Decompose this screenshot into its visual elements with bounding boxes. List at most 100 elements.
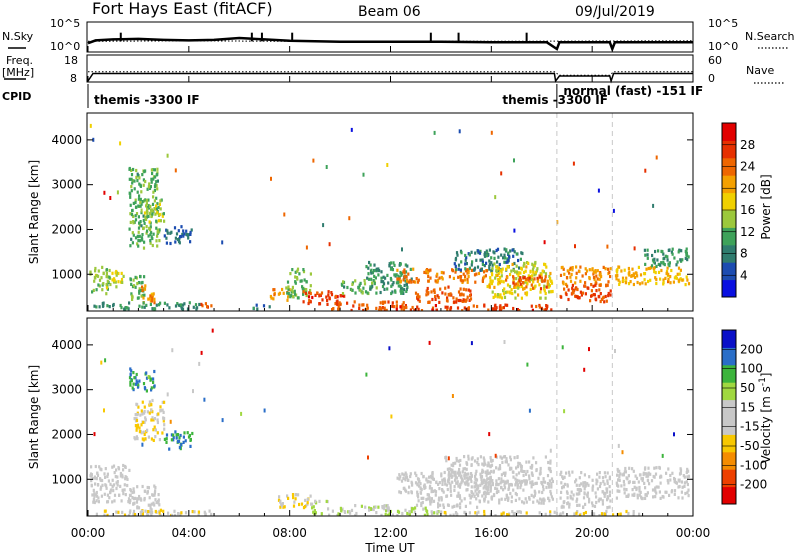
data-cell [458, 129, 461, 134]
data-cell [124, 464, 127, 469]
data-cell [616, 270, 619, 274]
data-cell [128, 376, 132, 380]
search-tick-top: 10^5 [708, 17, 738, 30]
data-cell [582, 505, 585, 509]
data-cell [272, 288, 275, 292]
data-cell [686, 490, 689, 494]
data-cell [498, 309, 502, 311]
beam-label: Beam 06 [358, 4, 421, 20]
data-cell [129, 278, 132, 282]
data-cell [584, 502, 587, 506]
data-cell [508, 483, 511, 487]
data-cell [418, 479, 421, 483]
data-cell [305, 293, 308, 298]
data-cell [143, 489, 146, 493]
data-cell [178, 445, 181, 450]
data-cell [172, 435, 175, 440]
data-cell [606, 506, 609, 510]
data-cell [192, 389, 194, 394]
data-cell [367, 277, 371, 281]
data-cell [671, 471, 674, 475]
data-cell [190, 228, 193, 232]
data-cell [475, 272, 478, 276]
data-cell [650, 479, 654, 483]
data-cell [151, 410, 154, 414]
data-cell [135, 418, 139, 423]
data-cell [504, 256, 507, 260]
data-cell [652, 260, 655, 264]
data-cell [314, 293, 317, 297]
data-cell [615, 277, 618, 281]
data-cell [615, 496, 618, 500]
data-cell [609, 267, 612, 271]
data-cell [342, 280, 345, 284]
data-cell [601, 476, 605, 480]
data-cell [466, 462, 469, 466]
data-cell [504, 303, 507, 307]
data-cell [423, 513, 426, 516]
data-cell [503, 483, 506, 487]
data-cell [294, 270, 297, 274]
data-cell [454, 478, 457, 482]
data-cell [620, 269, 623, 273]
data-cell [572, 493, 575, 497]
data-cell [653, 466, 656, 470]
data-cell [687, 488, 690, 492]
data-cell [429, 268, 432, 272]
data-cell [623, 470, 626, 474]
data-cell [491, 290, 494, 294]
data-cell [547, 460, 550, 465]
data-cell [464, 269, 468, 273]
data-cell [103, 408, 105, 413]
data-cell [147, 435, 150, 439]
data-cell [401, 472, 404, 476]
data-cell [633, 480, 636, 484]
data-cell [539, 290, 542, 294]
data-cell [536, 267, 539, 271]
data-cell [113, 278, 116, 283]
data-cell [487, 477, 490, 481]
data-cell [483, 253, 486, 257]
data-cell [90, 479, 93, 483]
data-cell [142, 183, 145, 187]
data-cell [373, 505, 376, 509]
data-cell [638, 485, 641, 490]
data-cell [583, 367, 586, 372]
data-cell [146, 207, 149, 211]
data-cell [483, 497, 486, 501]
data-cell [346, 285, 349, 290]
data-cell [431, 471, 434, 475]
data-cell [549, 448, 552, 453]
data-cell [132, 382, 135, 386]
data-cell [135, 212, 139, 216]
data-cell [135, 168, 138, 173]
data-cell [374, 505, 377, 509]
data-cell [128, 177, 131, 181]
data-cell [462, 298, 465, 302]
data-cell [119, 303, 122, 308]
data-cell [477, 271, 481, 276]
data-cell [132, 201, 135, 205]
data-cell [166, 231, 169, 235]
data-cell [460, 474, 463, 478]
data-cell [152, 377, 155, 381]
data-cell [545, 304, 548, 308]
data-cell [579, 488, 583, 492]
data-cell [347, 510, 350, 514]
data-cell [140, 208, 143, 213]
data-cell [576, 488, 579, 492]
data-cell [136, 485, 139, 489]
data-cell [627, 511, 630, 516]
data-cell [124, 477, 127, 481]
data-cell [291, 493, 295, 497]
data-cell [128, 511, 131, 515]
data-cell [105, 275, 108, 279]
data-cell [519, 278, 522, 282]
velocity-colorbar-tick-label: 200 [740, 342, 763, 356]
data-cell [403, 271, 406, 275]
nave-line [88, 71, 693, 76]
data-cell [179, 235, 182, 239]
data-cell [456, 253, 459, 257]
data-cell [621, 450, 624, 455]
data-cell [144, 437, 147, 441]
